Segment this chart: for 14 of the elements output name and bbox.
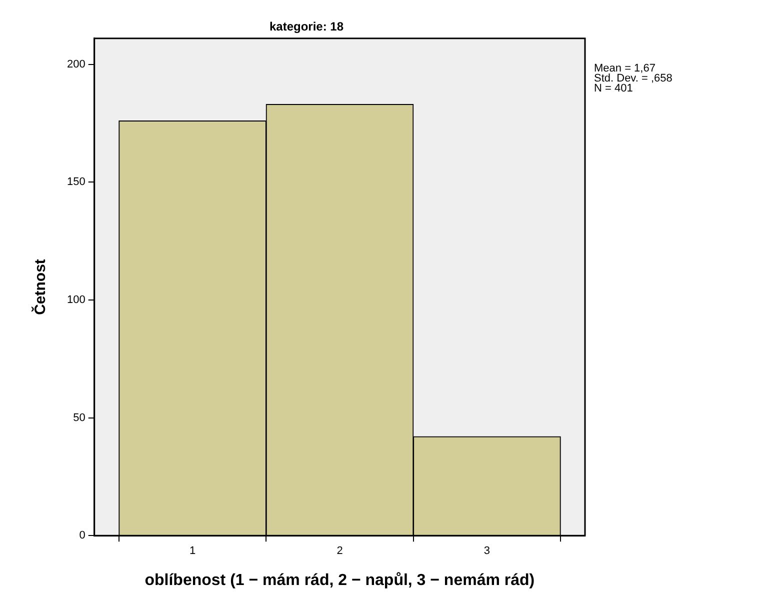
y-tick-label: 0	[79, 530, 86, 542]
x-tick-label: 2	[336, 545, 343, 558]
text: Std. Dev. = ,658	[594, 72, 672, 84]
y-tick-label: 150	[66, 176, 86, 188]
x-axis-title: oblíbenost (1 − mám rád, 2 − napůl, 3 − nemám rád)	[144, 572, 535, 589]
chart-title: kategorie: 18	[269, 20, 344, 34]
y-axis-title: Četnost	[31, 259, 50, 315]
text: Mean = 1,67	[594, 62, 656, 74]
y-tick-label: 200	[66, 58, 86, 70]
x-tick-label: 1	[189, 545, 196, 558]
y-tick-label: 100	[66, 294, 86, 306]
y-tick-label: 50	[73, 412, 86, 424]
text: N = 401	[594, 82, 633, 94]
x-tick-label: 3	[484, 545, 490, 558]
